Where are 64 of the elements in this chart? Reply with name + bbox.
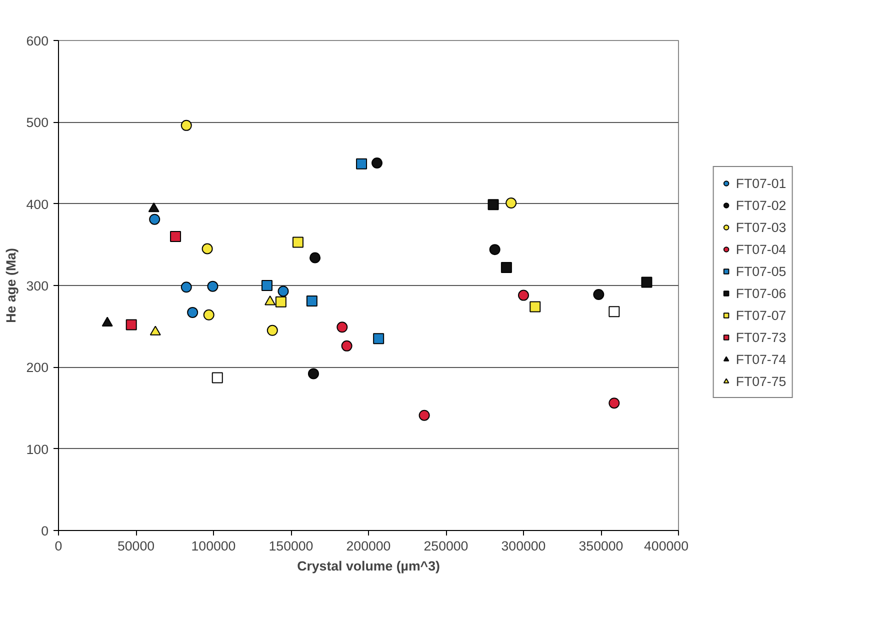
point [356, 158, 368, 170]
point [506, 198, 517, 209]
x-tick-label: 50000 [117, 538, 155, 554]
y-tick-label: 200 [26, 360, 49, 376]
point [180, 120, 192, 131]
point [608, 306, 620, 318]
y-tick-label: 500 [26, 115, 49, 130]
x-axis-title: Crystal volume (µm^3) [297, 558, 440, 574]
point [372, 158, 383, 168]
x-tick-label: 150000 [268, 538, 314, 554]
y-tick-label: 600 [26, 34, 49, 48]
x-tick-label: 400000 [644, 538, 689, 554]
point [310, 252, 321, 264]
y-axis-title: He age (Ma) [3, 248, 18, 323]
point [593, 288, 604, 300]
point [489, 244, 500, 256]
point [266, 324, 278, 336]
x-tick-label: 300000 [501, 538, 546, 554]
point [500, 262, 512, 274]
point [148, 202, 160, 212]
point [187, 306, 198, 318]
legend-label: FT07-04 [736, 242, 786, 256]
point [608, 398, 620, 409]
y-tick-label: 0 [41, 524, 49, 538]
point [180, 282, 192, 293]
point [641, 276, 652, 288]
point [341, 340, 352, 352]
legend-label: FT07-06 [736, 286, 786, 300]
legend-label: FT07-74 [736, 352, 786, 366]
x-tick-label: 200000 [346, 538, 391, 554]
x-tick-label: 0 [54, 538, 62, 554]
point [212, 372, 223, 384]
point [202, 243, 213, 254]
legend-label: FT07-05 [736, 264, 786, 278]
legend-label: FT07-73 [736, 330, 786, 344]
point [530, 301, 541, 312]
point [336, 322, 348, 333]
y-tick-label: 300 [26, 278, 49, 294]
point [488, 199, 499, 210]
point [306, 296, 318, 307]
legend-label: FT07-02 [736, 198, 786, 212]
y-tick-label: 400 [26, 196, 49, 212]
point [292, 236, 304, 248]
point [149, 214, 160, 225]
point [261, 280, 272, 291]
point [278, 286, 289, 297]
x-tick-label: 350000 [578, 538, 624, 554]
legend-label: FT07-75 [736, 374, 786, 388]
legend-label: FT07-01 [736, 176, 786, 190]
point [275, 296, 286, 308]
x-tick-label: 100000 [191, 538, 236, 554]
point [170, 231, 182, 242]
point [203, 309, 214, 320]
point [518, 290, 529, 301]
x-tick-label: 250000 [424, 538, 468, 554]
point [126, 319, 137, 330]
point [308, 368, 319, 380]
point [373, 333, 384, 344]
point [207, 280, 218, 292]
point [264, 296, 276, 306]
y-tick-label: 100 [26, 442, 49, 457]
legend-label: FT07-07 [736, 308, 786, 322]
legend-label: FT07-03 [736, 220, 786, 234]
point [418, 410, 430, 421]
